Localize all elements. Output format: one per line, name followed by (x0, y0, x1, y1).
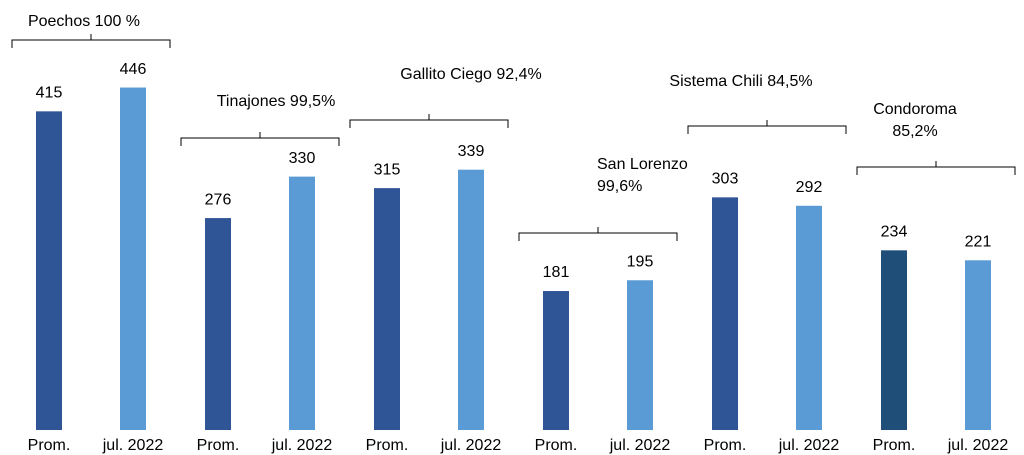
bar (543, 291, 569, 430)
group-label-line: San Lorenzo (597, 156, 688, 173)
group-bracket (349, 114, 509, 128)
bar (796, 205, 822, 430)
group-label: Poechos 100 % (28, 13, 140, 30)
x-tick-label: jul. 2022 (440, 437, 502, 454)
bar (120, 87, 146, 431)
x-tick-label: Prom. (28, 437, 71, 454)
group-label-line: 85,2% (892, 123, 937, 140)
bar (36, 111, 62, 430)
value-label: 276 (205, 191, 232, 208)
value-label: 292 (796, 179, 823, 196)
bar (965, 260, 991, 430)
value-label: 415 (36, 85, 63, 102)
group-bracket (687, 120, 847, 134)
bar (205, 218, 231, 430)
value-label: 330 (289, 150, 316, 167)
group-label-line: Sistema Chili 84,5% (669, 73, 812, 90)
value-label: 339 (458, 143, 485, 160)
x-tick-label: jul. 2022 (102, 437, 164, 454)
group-label: Tinajones 99,5% (217, 93, 336, 110)
group-label: San Lorenzo 99,6% (597, 156, 688, 195)
x-tick-label: jul. 2022 (271, 437, 333, 454)
group-label-line: 99,6% (597, 178, 642, 195)
x-tick-label: Prom. (535, 437, 578, 454)
group-label-line: Tinajones 99,5% (217, 93, 336, 110)
x-tick-label: Prom. (366, 437, 409, 454)
group-label-line: Gallito Ciego 92,4% (400, 66, 541, 83)
bar (627, 280, 653, 430)
group-label-line: Condoroma (873, 101, 957, 118)
group-label: Condoroma 85,2% (873, 101, 957, 140)
group-label: Sistema Chili 84,5% (669, 73, 812, 90)
group-bracket (180, 132, 340, 146)
value-label: 446 (120, 61, 147, 78)
x-tick-label: jul. 2022 (778, 437, 840, 454)
bar (881, 250, 907, 430)
group-label: Gallito Ciego 92,4% (400, 66, 541, 83)
group-label-line: Poechos 100 % (28, 13, 140, 30)
x-tick-label: Prom. (873, 437, 916, 454)
value-label: 315 (374, 161, 401, 178)
group-bracket (856, 161, 1016, 175)
value-label: 303 (712, 171, 739, 188)
value-label: 221 (965, 234, 992, 251)
value-label: 195 (627, 253, 654, 270)
group-bracket (11, 34, 171, 48)
bar (458, 169, 484, 431)
x-tick-label: Prom. (704, 437, 747, 454)
group-bracket (518, 227, 678, 241)
value-label: 181 (543, 264, 570, 281)
value-label: 234 (881, 224, 908, 241)
bar (374, 188, 400, 430)
x-tick-label: jul. 2022 (609, 437, 671, 454)
bar (712, 197, 738, 430)
x-tick-label: Prom. (197, 437, 240, 454)
x-tick-label: jul. 2022 (947, 437, 1009, 454)
bar (289, 176, 315, 430)
